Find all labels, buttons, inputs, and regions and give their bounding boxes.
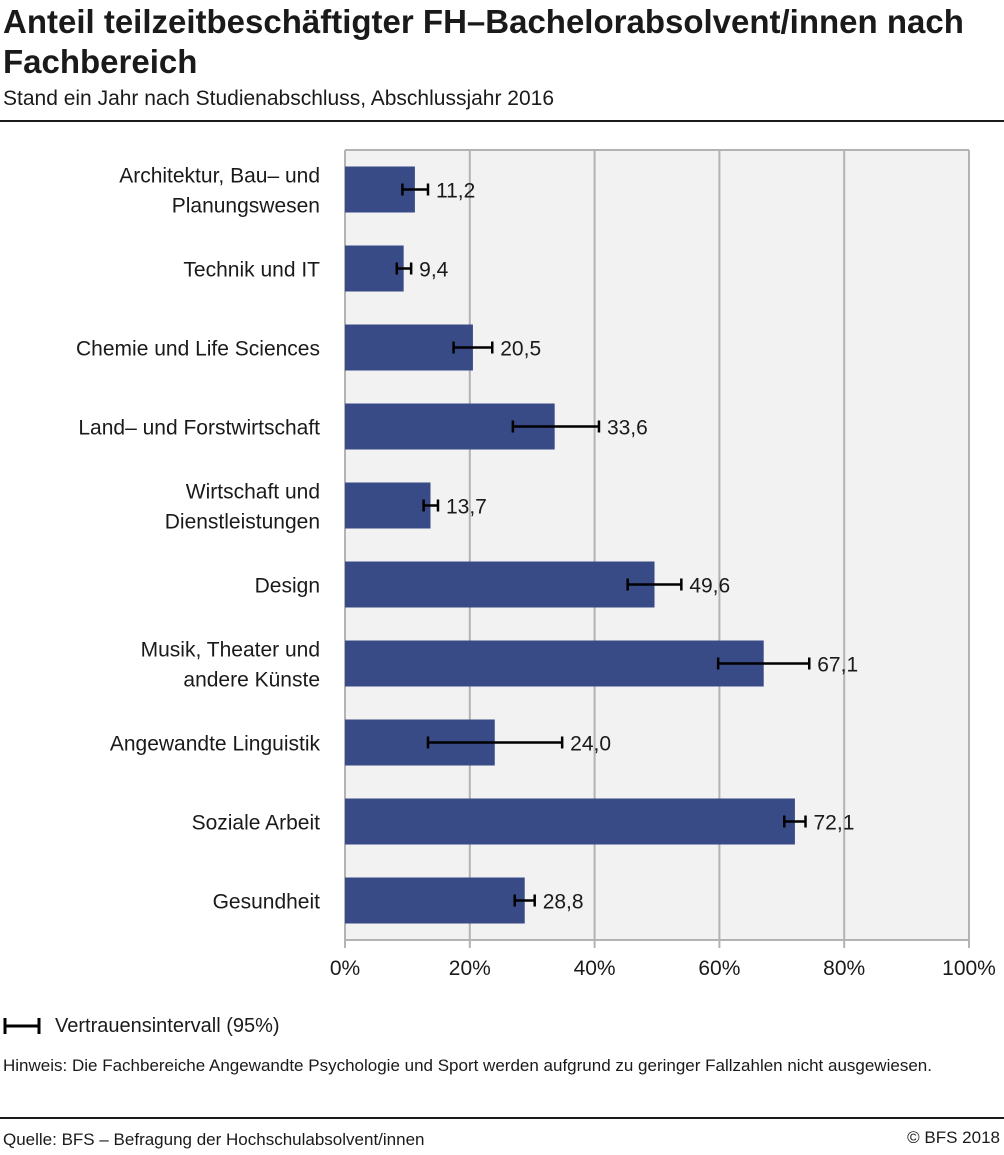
x-tick-label: 40% xyxy=(574,957,616,980)
footer-divider xyxy=(0,1117,1004,1119)
category-label: Chemie und Life Sciences xyxy=(76,338,320,361)
category-label: Musik, Theater und andere Künste xyxy=(141,639,320,692)
category-label: Architektur, Bau– und Planungswesen xyxy=(119,165,320,218)
data-label: 28,8 xyxy=(543,891,584,914)
chart-title: Anteil teilzeitbeschäftigter FH–Bachelor… xyxy=(3,3,964,80)
legend-label: Vertrauensintervall (95%) xyxy=(55,1014,280,1037)
data-label: 67,1 xyxy=(817,654,858,677)
data-label: 33,6 xyxy=(607,417,648,440)
chart-subtitle: Stand ein Jahr nach Studienabschluss, Ab… xyxy=(3,87,555,110)
data-label: 11,2 xyxy=(436,180,475,203)
bar xyxy=(345,324,473,371)
error-bar-legend-icon xyxy=(3,1018,41,1034)
footnote: Hinweis: Die Fachbereiche Angewandte Psy… xyxy=(3,1056,932,1075)
data-label: 49,6 xyxy=(689,575,730,598)
bar-chart: 0% 20% 40% 60% 80% 100% 11,2 Architektur, Bau– … xyxy=(76,149,996,980)
data-label: 72,1 xyxy=(814,812,855,835)
category-label: Gesundheit xyxy=(213,891,321,914)
bar xyxy=(345,640,764,687)
x-tick-label: 80% xyxy=(823,957,865,980)
category-label: Land– und Forstwirtschaft xyxy=(78,417,320,440)
bar xyxy=(345,798,795,845)
x-tick-label: 60% xyxy=(698,957,740,980)
source-note: Quelle: BFS – Befragung der Hochschulabs… xyxy=(3,1130,425,1149)
category-label: Design xyxy=(255,575,320,598)
category-label: Technik und IT xyxy=(183,259,320,282)
data-label: 9,4 xyxy=(419,259,449,282)
category-label: Soziale Arbeit xyxy=(192,812,321,835)
category-label: Wirtschaft und Dienstleistungen xyxy=(165,481,320,534)
data-label: 20,5 xyxy=(500,338,541,361)
header-divider xyxy=(0,120,1004,122)
x-tick-label: 0% xyxy=(330,957,360,980)
bar xyxy=(345,245,404,292)
copyright-note: © BFS 2018 xyxy=(907,1128,1000,1147)
bar xyxy=(345,482,431,529)
x-tick-label: 20% xyxy=(449,957,491,980)
legend: Vertrauensintervall (95%) xyxy=(3,1013,280,1039)
category-label: Angewandte Linguistik xyxy=(110,733,321,756)
bar xyxy=(345,561,655,608)
data-label: 24,0 xyxy=(570,733,611,756)
x-tick-label: 100% xyxy=(942,957,996,980)
bar xyxy=(345,877,525,924)
data-label: 13,7 xyxy=(446,496,487,519)
